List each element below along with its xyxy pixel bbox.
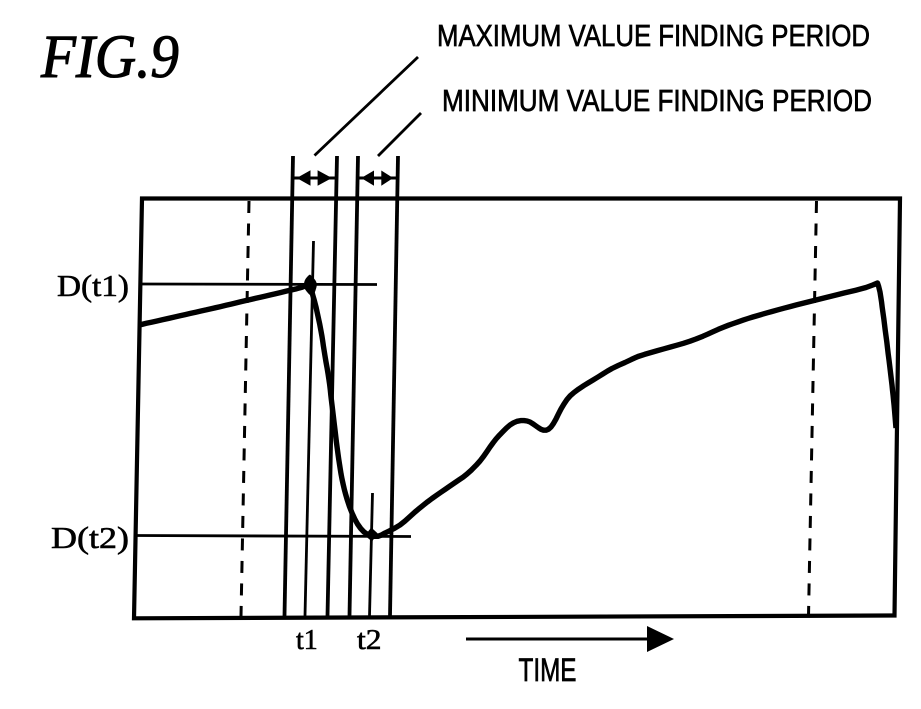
svg-text:MAXIMUM VALUE FINDING PERIOD: MAXIMUM VALUE FINDING PERIOD bbox=[437, 18, 870, 53]
svg-text:FIG.9: FIG.9 bbox=[40, 24, 179, 91]
svg-text:MINIMUM VALUE FINDING PERIOD: MINIMUM VALUE FINDING PERIOD bbox=[442, 83, 872, 118]
svg-text:TIME: TIME bbox=[519, 652, 577, 688]
svg-text:t1: t1 bbox=[296, 625, 318, 656]
svg-text:D(t2): D(t2) bbox=[51, 520, 129, 555]
svg-text:t2: t2 bbox=[357, 625, 382, 656]
svg-text:D(t1): D(t1) bbox=[57, 268, 129, 303]
